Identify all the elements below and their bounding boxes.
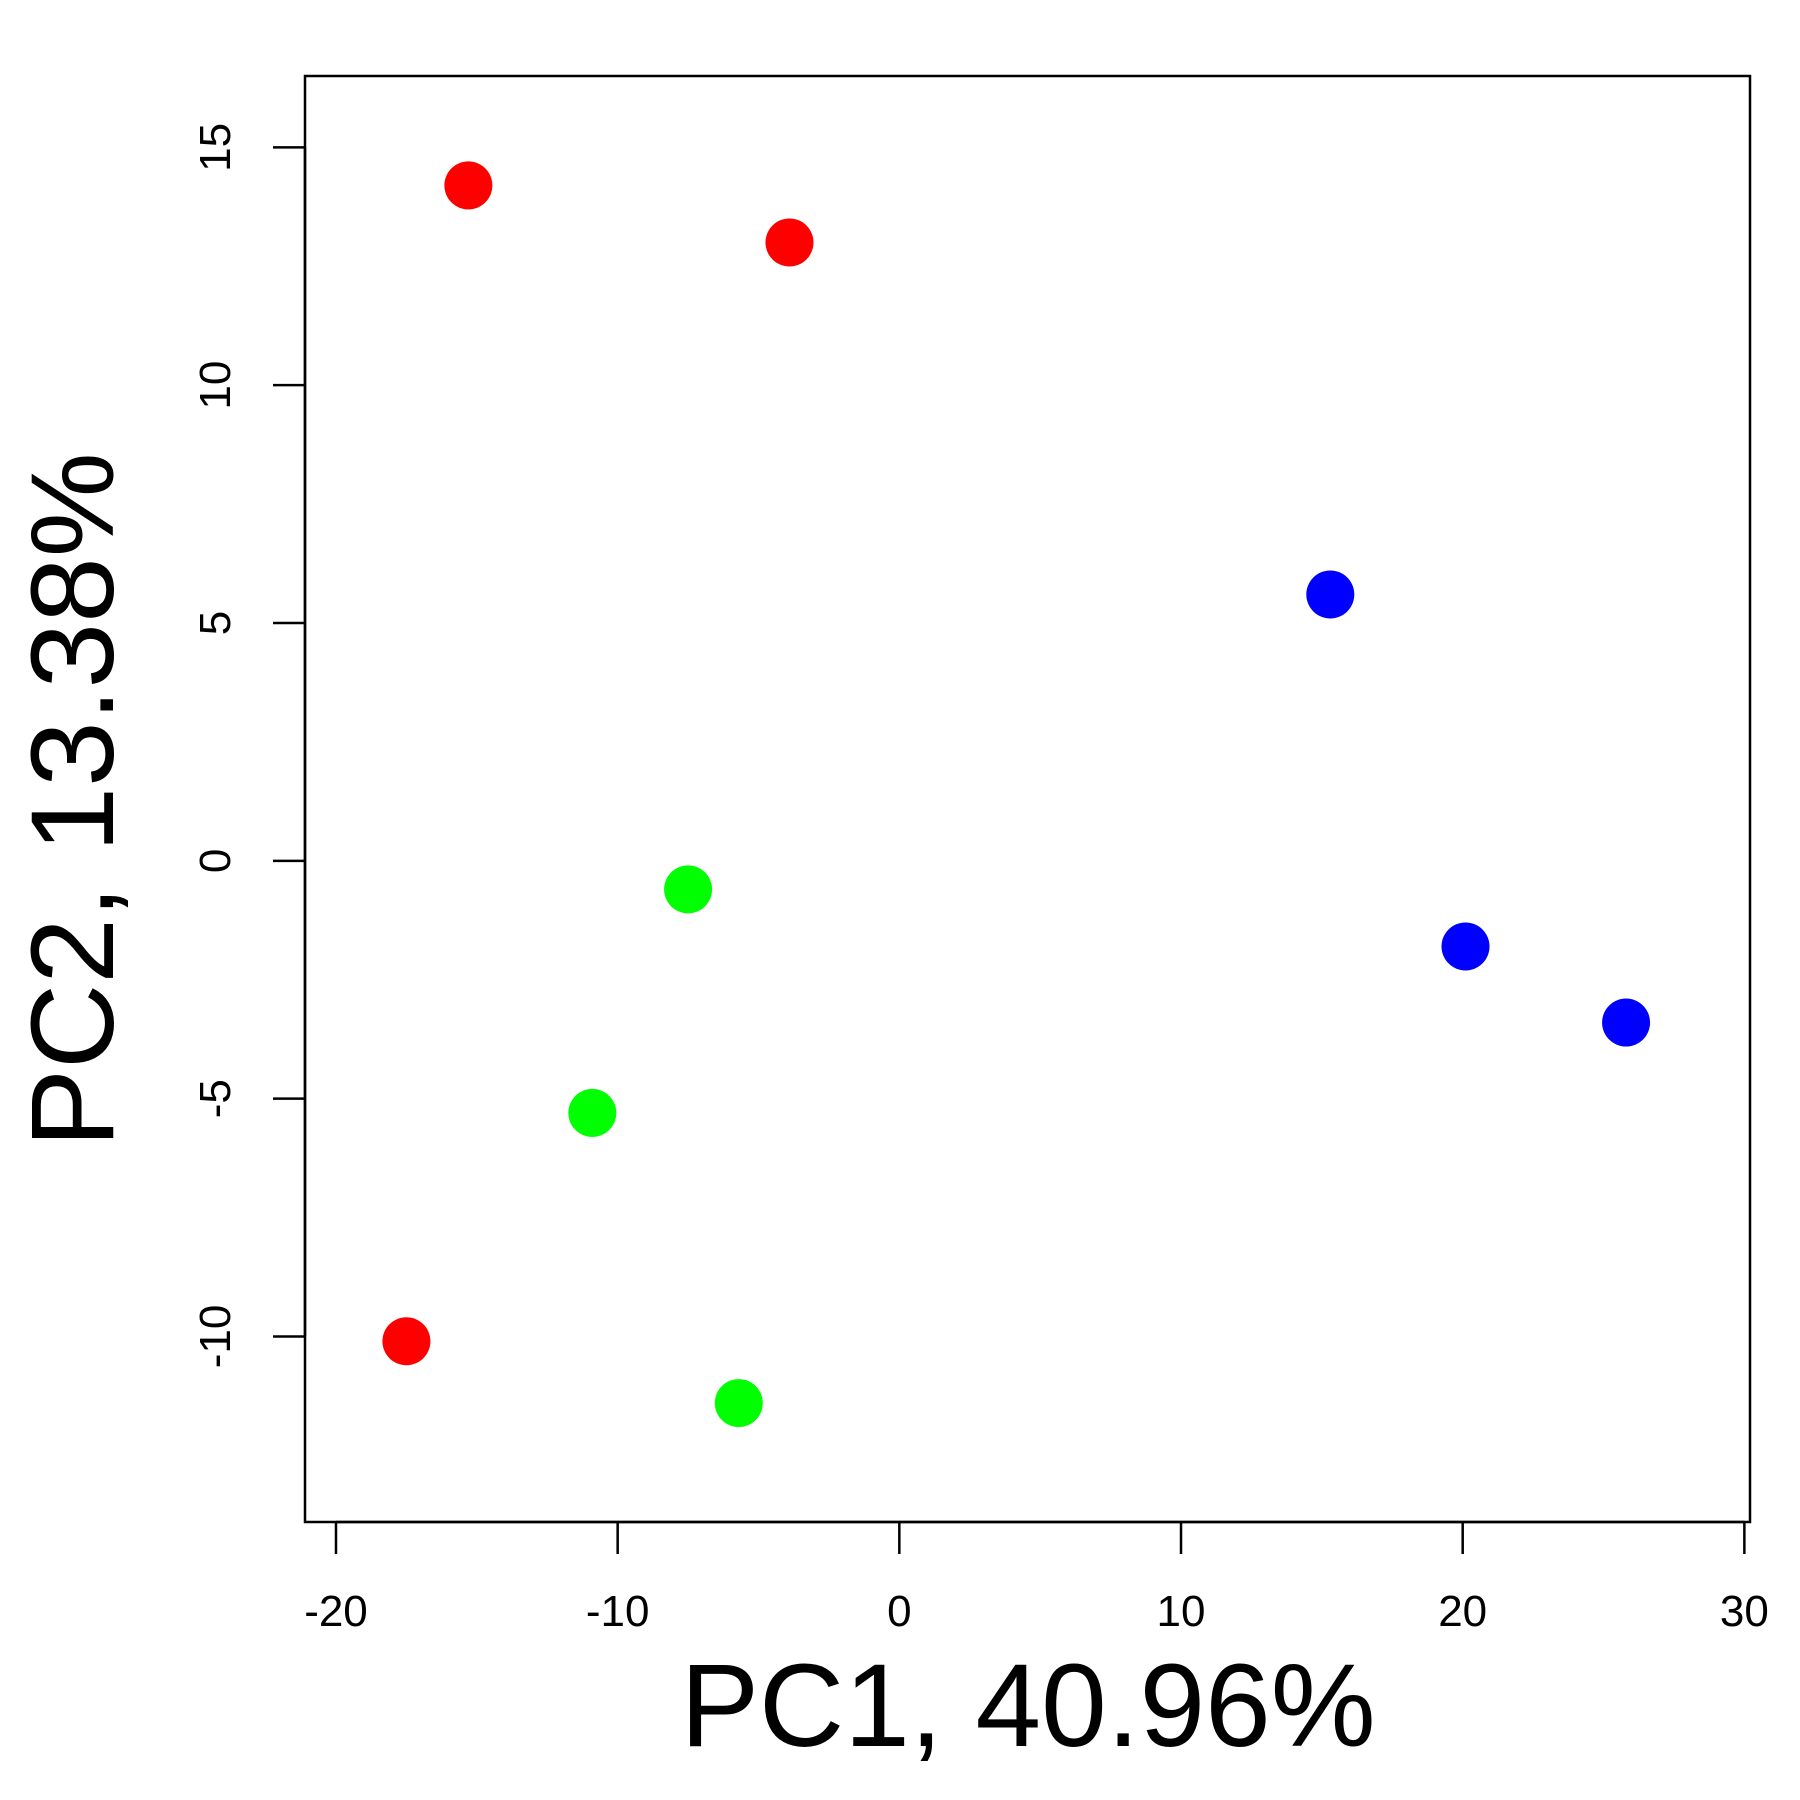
x-tick-label-30: 30 [1720,1587,1769,1636]
x-tick-label--20: -20 [304,1587,368,1636]
data-point-red-1 [444,161,493,210]
data-point-red-3 [382,1317,431,1366]
x-axis-title: PC1, 40.96% [680,1640,1375,1772]
data-point-blue-8 [1441,922,1490,971]
y-axis-title: PC2, 13.38% [7,452,139,1147]
x-axis: -20 -10 0 10 20 30 [304,1520,1769,1636]
data-point-red-2 [765,218,814,267]
y-tick-label--10: -10 [191,1305,240,1369]
data-point-green-6 [714,1379,763,1428]
y-tick-label-5: 5 [191,611,240,635]
x-tick-label-10: 10 [1157,1587,1206,1636]
data-point-green-4 [664,865,713,914]
data-points [382,161,1651,1428]
data-point-blue-9 [1602,998,1651,1047]
y-axis: -10 -5 0 5 10 15 [191,123,307,1369]
x-tick-label--10: -10 [586,1587,650,1636]
x-tick-label-0: 0 [887,1587,911,1636]
data-point-blue-7 [1306,570,1355,619]
y-tick-label--5: -5 [191,1079,240,1118]
x-tick-label-20: 20 [1438,1587,1487,1636]
data-point-green-5 [568,1088,617,1137]
y-tick-label-10: 10 [191,361,240,410]
y-tick-label-15: 15 [191,123,240,172]
y-tick-label-0: 0 [191,849,240,873]
